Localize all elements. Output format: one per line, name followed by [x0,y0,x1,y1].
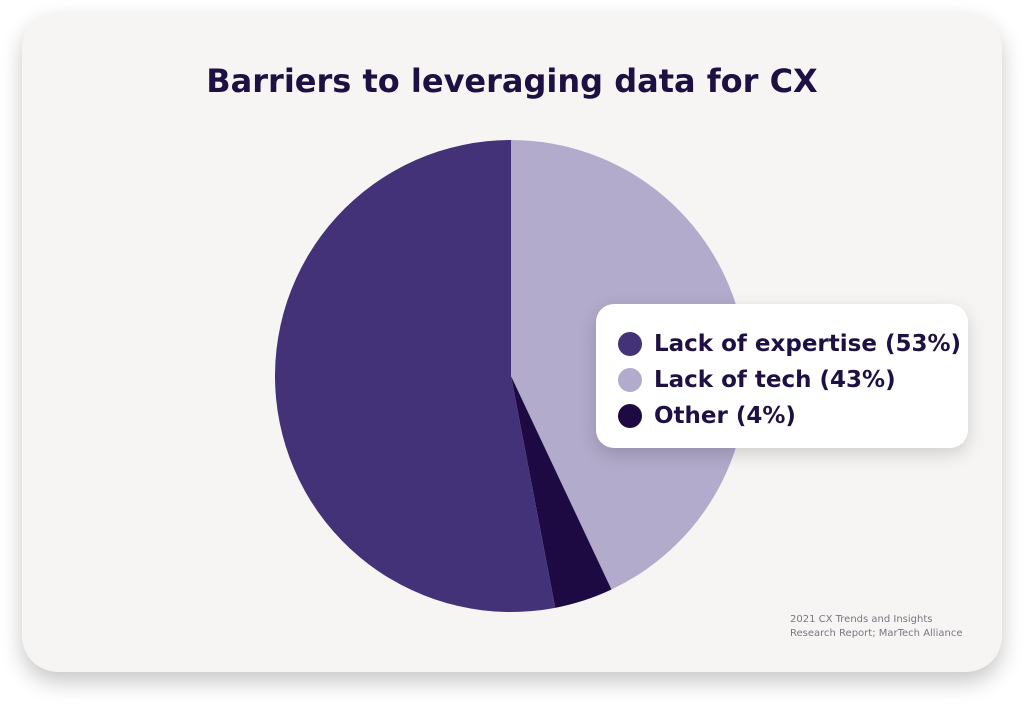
legend-swatch-lack-of-expertise [618,332,642,356]
legend-label-lack-of-tech: Lack of tech (43%) [654,367,896,393]
legend-label-other: Other (4%) [654,403,796,429]
legend: Lack of expertise (53%) Lack of tech (43… [596,304,968,448]
legend-swatch-lack-of-tech [618,368,642,392]
legend-item-other: Other (4%) [618,398,968,434]
source-line-2: Research Report; MarTech Alliance [790,628,963,639]
legend-item-lack-of-expertise: Lack of expertise (53%) [618,326,968,362]
legend-swatch-other [618,404,642,428]
legend-item-lack-of-tech: Lack of tech (43%) [618,362,968,398]
legend-label-lack-of-expertise: Lack of expertise (53%) [654,331,962,357]
pie-slice-lack-of-expertise [274,140,556,612]
source-note: 2021 CX Trends and Insights Research Rep… [790,613,962,641]
pie-slice-other [511,376,612,608]
source-line-1: 2021 CX Trends and Insights [790,614,933,625]
chart-title: Barriers to leveraging data for CX [206,62,818,100]
